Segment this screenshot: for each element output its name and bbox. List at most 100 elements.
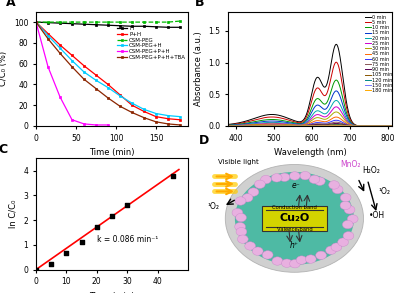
45 min — [314, 119, 319, 122]
Text: D: D — [198, 134, 209, 147]
H — [70, 22, 74, 25]
0 min — [386, 124, 391, 128]
15 min — [390, 124, 394, 128]
105 min — [314, 123, 319, 127]
CSM-PEG+H — [94, 79, 98, 82]
5 min — [360, 124, 365, 128]
Text: Visible light: Visible light — [218, 159, 258, 166]
30 min — [390, 124, 394, 128]
Line: 0 min: 0 min — [228, 44, 392, 126]
0 min — [360, 124, 365, 128]
20 min — [390, 124, 394, 128]
H — [142, 25, 146, 28]
CSM-PEG+H — [46, 34, 50, 38]
Line: 120 min: 120 min — [228, 125, 392, 126]
P+H — [154, 115, 158, 118]
0 min — [390, 124, 394, 128]
105 min — [304, 124, 308, 127]
60 min — [334, 118, 338, 122]
H — [106, 23, 110, 27]
Text: Conduction band: Conduction band — [272, 205, 317, 210]
CSM-PEG — [166, 20, 170, 24]
Line: CSM-PEG+P+H: CSM-PEG+P+H — [35, 21, 109, 126]
25 min — [390, 124, 394, 128]
Text: B: B — [195, 0, 205, 9]
P+H — [94, 73, 98, 77]
CSM-PEG — [106, 20, 110, 24]
CSM-PEG — [118, 20, 122, 24]
CSM-PEG+H — [58, 46, 62, 50]
Circle shape — [326, 246, 336, 254]
CSM-PEG+H — [166, 114, 170, 117]
25 min — [304, 121, 309, 125]
Text: ¹O₂: ¹O₂ — [379, 188, 391, 196]
Point — [33, 267, 39, 272]
Point — [63, 251, 70, 256]
P+H — [82, 64, 86, 67]
CSM-PEG — [178, 19, 182, 23]
Y-axis label: ln C/C₀: ln C/C₀ — [9, 200, 18, 228]
105 min — [304, 124, 309, 127]
CSM-PEG+P+H — [70, 118, 74, 122]
Circle shape — [235, 197, 246, 205]
H — [166, 25, 170, 29]
0 min — [304, 111, 309, 115]
10 min — [226, 123, 230, 127]
CSM-PEG+H — [130, 101, 134, 105]
15 min — [304, 119, 309, 122]
25 min — [334, 105, 338, 109]
Point — [109, 214, 115, 219]
180 min — [390, 124, 394, 128]
5 min — [314, 86, 319, 90]
75 min — [323, 122, 328, 126]
CSM-PEG+H — [106, 86, 110, 89]
75 min — [360, 124, 365, 128]
Y-axis label: Absorbance (a.u.): Absorbance (a.u.) — [194, 31, 203, 106]
180 min — [226, 124, 230, 128]
Text: Cu₂O: Cu₂O — [279, 213, 310, 223]
CSM-PEG+P+H — [58, 95, 62, 99]
45 min — [304, 123, 308, 127]
Text: MnO₂: MnO₂ — [340, 161, 360, 169]
Circle shape — [344, 206, 355, 214]
105 min — [334, 123, 338, 126]
180 min — [304, 124, 308, 128]
CSM-PEG+H — [70, 59, 74, 62]
60 min — [386, 124, 391, 128]
Circle shape — [262, 251, 273, 259]
Circle shape — [279, 173, 290, 181]
CSM-PEG+P+H+TBA — [70, 65, 74, 69]
15 min — [334, 89, 338, 93]
45 min — [390, 124, 394, 128]
120 min — [386, 124, 391, 128]
CSM-PEG — [154, 20, 158, 24]
CSM-PEG+H — [142, 108, 146, 111]
Line: 25 min: 25 min — [228, 107, 392, 126]
90 min — [226, 124, 230, 128]
Point — [94, 225, 100, 229]
CSM-PEG+P+H — [82, 122, 86, 126]
CSM-PEG+P+H+TBA — [130, 111, 134, 114]
120 min — [226, 124, 230, 128]
105 min — [323, 123, 328, 127]
P+H — [166, 117, 170, 120]
Line: 150 min: 150 min — [228, 125, 392, 126]
CSM-PEG+P+H+TBA — [142, 116, 146, 120]
45 min — [334, 115, 338, 119]
150 min — [390, 124, 394, 128]
Text: h⁺: h⁺ — [290, 241, 299, 250]
Text: A: A — [6, 0, 15, 9]
Circle shape — [296, 256, 307, 264]
Text: ¹O₂: ¹O₂ — [208, 202, 220, 211]
Bar — [262, 206, 327, 231]
Circle shape — [305, 255, 316, 263]
P+H — [130, 103, 134, 107]
75 min — [334, 120, 338, 124]
Circle shape — [331, 243, 342, 251]
90 min — [334, 122, 338, 125]
150 min — [386, 124, 391, 128]
Circle shape — [340, 193, 351, 202]
75 min — [390, 124, 394, 128]
30 min — [304, 122, 308, 126]
P+H — [118, 93, 122, 97]
